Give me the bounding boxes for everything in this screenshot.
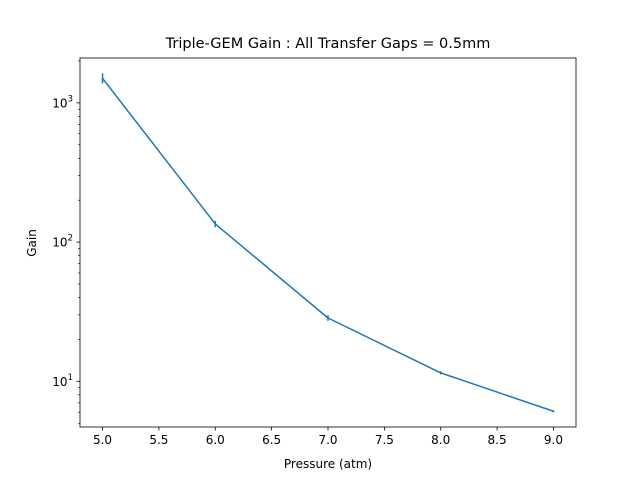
data-point [439, 371, 442, 374]
data-point [214, 223, 217, 225]
x-tick-label: 5.0 [93, 433, 112, 447]
x-axis-label: Pressure (atm) [284, 457, 372, 471]
data-point [101, 77, 104, 80]
y-axis-label: Gain [25, 229, 39, 257]
x-tick-label: 6.5 [262, 433, 281, 447]
y-tick-label: 101 [52, 373, 73, 389]
data-point [327, 317, 329, 319]
x-tick-label: 9.0 [544, 433, 563, 447]
x-tick-label: 7.5 [375, 433, 394, 447]
x-tick-label: 6.0 [206, 433, 225, 447]
plot-layer: 5.0 5.5 6.0 6.5 7.0 7.5 8.0 8.5 9.0 101 102 103 [52, 57, 577, 447]
x-tick-label: 5.5 [149, 433, 168, 447]
x-tick-label: 7.0 [318, 433, 337, 447]
y-tick-label: 102 [52, 234, 73, 250]
plot-frame [79, 57, 577, 428]
y-tick-label: 103 [52, 94, 73, 110]
x-tick-label: 8.0 [431, 433, 450, 447]
chart-title: Triple-GEM Gain : All Transfer Gaps = 0.… [165, 36, 491, 52]
data-point [552, 410, 555, 413]
x-tick-label: 8.5 [488, 433, 507, 447]
